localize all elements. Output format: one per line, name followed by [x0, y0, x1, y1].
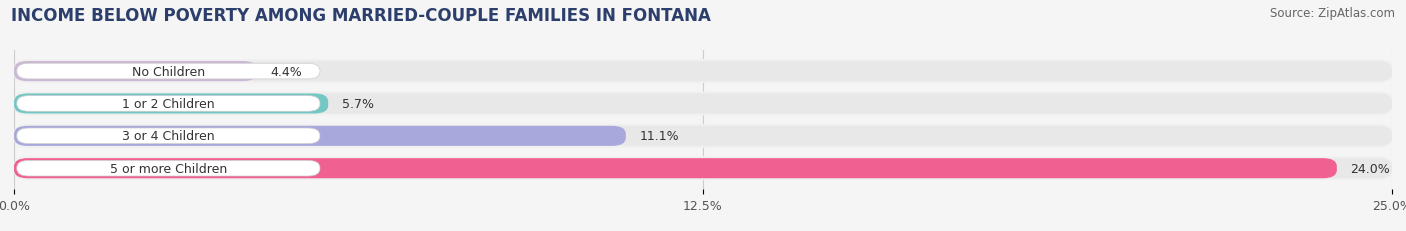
FancyBboxPatch shape — [17, 161, 321, 176]
Text: 3 or 4 Children: 3 or 4 Children — [122, 130, 215, 143]
Text: Source: ZipAtlas.com: Source: ZipAtlas.com — [1270, 7, 1395, 20]
FancyBboxPatch shape — [14, 92, 1392, 116]
FancyBboxPatch shape — [17, 96, 321, 112]
Text: 24.0%: 24.0% — [1351, 162, 1391, 175]
FancyBboxPatch shape — [14, 94, 1392, 114]
Text: 1 or 2 Children: 1 or 2 Children — [122, 97, 215, 110]
Text: 4.4%: 4.4% — [270, 65, 302, 78]
FancyBboxPatch shape — [14, 94, 328, 114]
FancyBboxPatch shape — [14, 124, 1392, 148]
FancyBboxPatch shape — [14, 62, 1392, 82]
FancyBboxPatch shape — [14, 62, 256, 82]
FancyBboxPatch shape — [14, 158, 1337, 179]
FancyBboxPatch shape — [14, 158, 1392, 179]
FancyBboxPatch shape — [14, 157, 1392, 180]
Text: 11.1%: 11.1% — [640, 130, 679, 143]
Text: 5.7%: 5.7% — [342, 97, 374, 110]
FancyBboxPatch shape — [14, 126, 626, 146]
FancyBboxPatch shape — [14, 126, 1392, 146]
Text: INCOME BELOW POVERTY AMONG MARRIED-COUPLE FAMILIES IN FONTANA: INCOME BELOW POVERTY AMONG MARRIED-COUPL… — [11, 7, 711, 25]
Text: No Children: No Children — [132, 65, 205, 78]
FancyBboxPatch shape — [17, 128, 321, 144]
FancyBboxPatch shape — [14, 60, 1392, 84]
FancyBboxPatch shape — [17, 64, 321, 79]
Text: 5 or more Children: 5 or more Children — [110, 162, 226, 175]
